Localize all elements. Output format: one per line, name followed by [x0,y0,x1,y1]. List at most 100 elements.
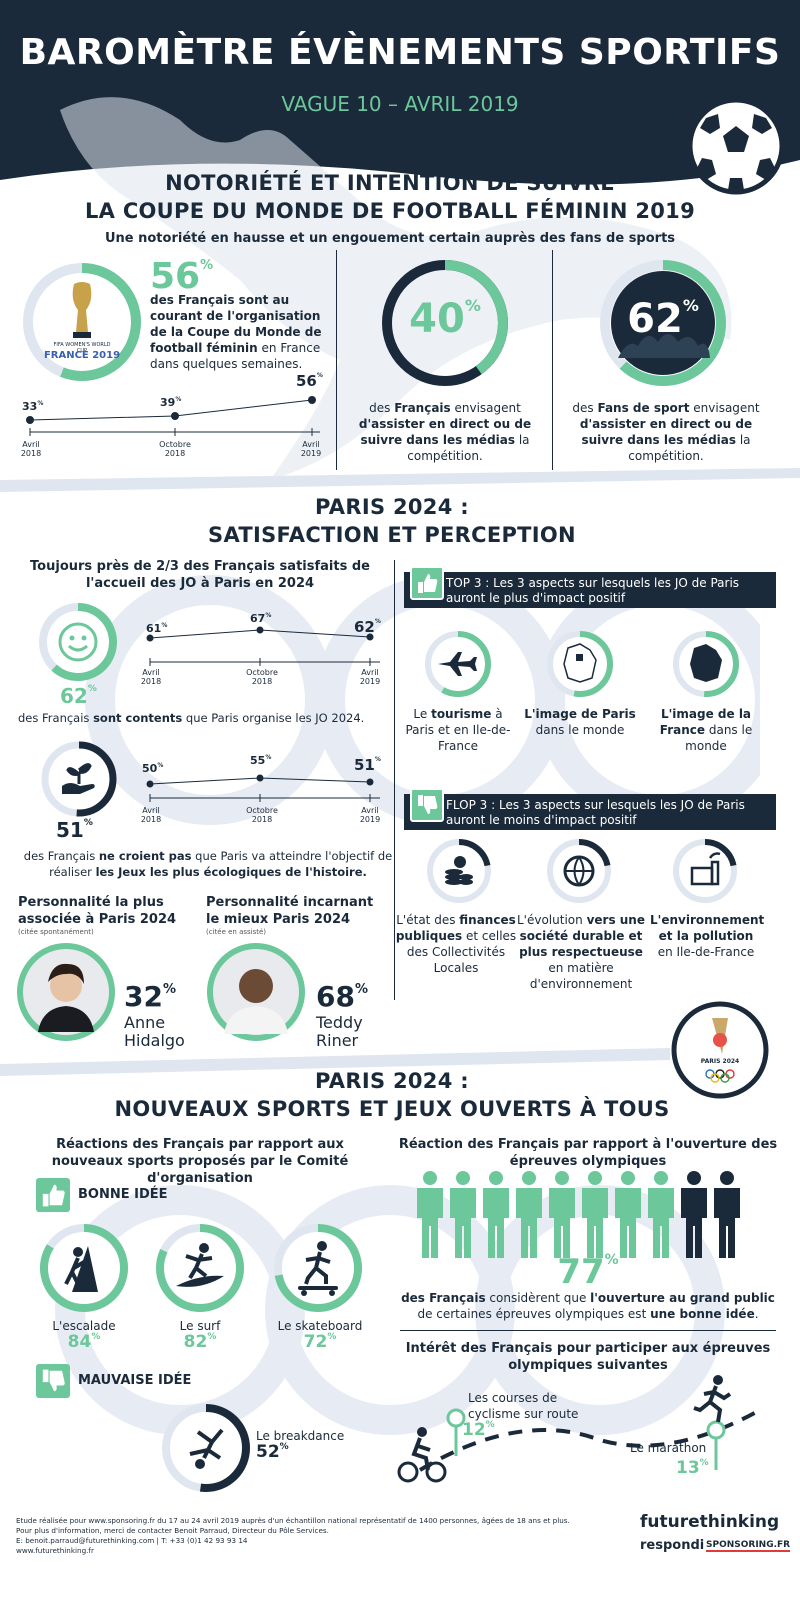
top3-banner: TOP 3 : Les 3 aspects sur lesquels les J… [404,572,776,608]
climbing-icon [40,1224,128,1312]
surf-icon [156,1224,244,1312]
trend-label: Octobre 2018 [159,440,191,458]
cycling-icon [397,1427,447,1483]
pers2-name: Teddy Riner [316,1013,363,1050]
trend-label: Avril 2018 [140,668,162,686]
smiley-icon [39,603,117,681]
trend-point [146,780,154,788]
s3-left-lead: Réactions des Français par rapport aux n… [51,1137,349,1186]
flop3-banner: FLOP 3 : Les 3 aspects sur lesquels les … [404,794,776,830]
trend-label: Avril 2018 [20,440,42,458]
flop3-item-2: L'évolution vers une société durable et … [517,913,645,991]
trend-point [256,626,264,634]
sport-value: 82% [183,1332,217,1352]
sat-trend-chart [146,626,380,666]
s1-divider [336,250,337,470]
olympic-rings-watermark [55,1185,725,1435]
soccer-ball-icon [687,97,785,195]
open-text: des Français considèrent que l'ouverture… [401,1291,775,1321]
thumbs-down-icon [410,788,444,822]
marathon-label: Le marathon [630,1441,707,1455]
c2-value: 62% [627,296,699,342]
breakdance-icon [162,1404,250,1492]
person-icon [516,1171,542,1258]
pers1-name: Anne Hidalgo [124,1013,185,1050]
flop3-item-3: L'environnement et la pollution en Ile-d… [650,913,765,959]
paris-map-icon [547,631,613,697]
sat-text: des Français sont contents que Paris org… [18,711,365,725]
cycling-value: 12% [462,1420,495,1440]
c1-text: des Français envisagent d'assister en di… [358,401,532,463]
respondi-logo: respondi [640,1538,705,1553]
breakdance-name: Le breakdance [256,1429,345,1443]
main-subtitle: VAGUE 10 – AVRIL 2019 [281,92,519,116]
factory-icon [673,839,737,903]
footer-line: E: benoit.parraud@futurethinking.com | T… [16,1536,248,1545]
trend-label: Avril 2019 [359,668,381,686]
france-map-icon [673,631,739,697]
sat-value: 62% [60,684,97,708]
trend-point [256,774,264,782]
trend-value: 55% [250,754,272,767]
coins-icon [427,839,491,903]
c2-text: des Fans de sport envisagent d'assister … [572,401,760,463]
eco-value: 51% [56,818,93,842]
s3-title-l1: PARIS 2024 : [315,1069,469,1093]
notoriety-trend-chart [26,396,320,436]
person-icon [714,1171,740,1258]
skateboard-icon [274,1224,362,1312]
cycling-label: Les courses de cyclisme sur route [468,1391,579,1421]
footer-line: Etude réalisée pour www.sponsoring.fr du… [16,1516,570,1525]
trend-value: 61% [146,622,168,635]
trend-value: 51% [354,756,381,774]
hidalgo-photo [17,943,115,1041]
airplane-icon [425,631,491,697]
trend-point [308,396,316,404]
pers2-value: 68% [316,980,368,1013]
marathon-value: 13% [676,1458,709,1478]
c2-ring [600,260,726,386]
top3-item-2: L'image de Paris dans le monde [524,707,636,737]
futurethinking-logo: futurethinking [640,1512,780,1532]
thumbs-down-icon [36,1364,70,1398]
s1-lead: Une notoriété en hausse et un engouement… [104,231,676,246]
trend-label: Octobre 2018 [246,806,278,824]
trend-label: Avril 2019 [300,440,322,458]
sport-name: Le skateboard [277,1319,363,1333]
s1-title-l1: NOTORIÉTÉ ET INTENTION DE SUIVRE [165,171,615,195]
trend-point [171,412,179,420]
trend-point [146,634,154,642]
person-icon [648,1171,674,1258]
section-band [0,1048,670,1076]
footer-line: Pour plus d'information, merci de contac… [16,1526,329,1535]
thumbs-up-icon [410,566,444,600]
pers1-title: Personnalité la plus associée à Paris 20… [18,895,177,927]
wc-trophy-icon [72,282,92,338]
wc-logo-text1: FIFA WOMEN'S WORLD CUP [53,342,111,354]
s2-title-l1: PARIS 2024 : [315,495,469,519]
plant-hand-icon [41,741,117,817]
route-path [418,1408,761,1472]
person-icon [483,1171,509,1258]
section-band [0,468,800,492]
sponsoring-logo: SPONSORING.FR [706,1540,791,1552]
eco-text: des Français ne croient pas que Paris va… [23,849,393,879]
open-value: 77% [557,1252,619,1292]
top3-item-3: L'image de la France dans le monde [659,707,753,753]
bad-label: MAUVAISE IDÉE [78,1373,192,1388]
footer-link[interactable]: www.futurethinking.fr [16,1546,94,1555]
wc-ring [23,263,141,381]
notoriety-text: des Français sont au courant de l'organi… [150,293,322,371]
trend-point [366,778,374,786]
notoriety-value: 56% [150,256,214,297]
top3-item-1: Le tourisme à Paris et en Ile-de-France [405,707,511,753]
trend-point [26,416,34,424]
trend-label: Avril 2019 [359,806,381,824]
people-pictogram [417,1171,740,1258]
trend-value: 56% [296,372,323,390]
person-icon [450,1171,476,1258]
person-icon [417,1171,443,1258]
s1-divider [552,250,553,470]
breakdance-value: 52% [256,1442,289,1462]
sport-value: 84% [67,1332,101,1352]
